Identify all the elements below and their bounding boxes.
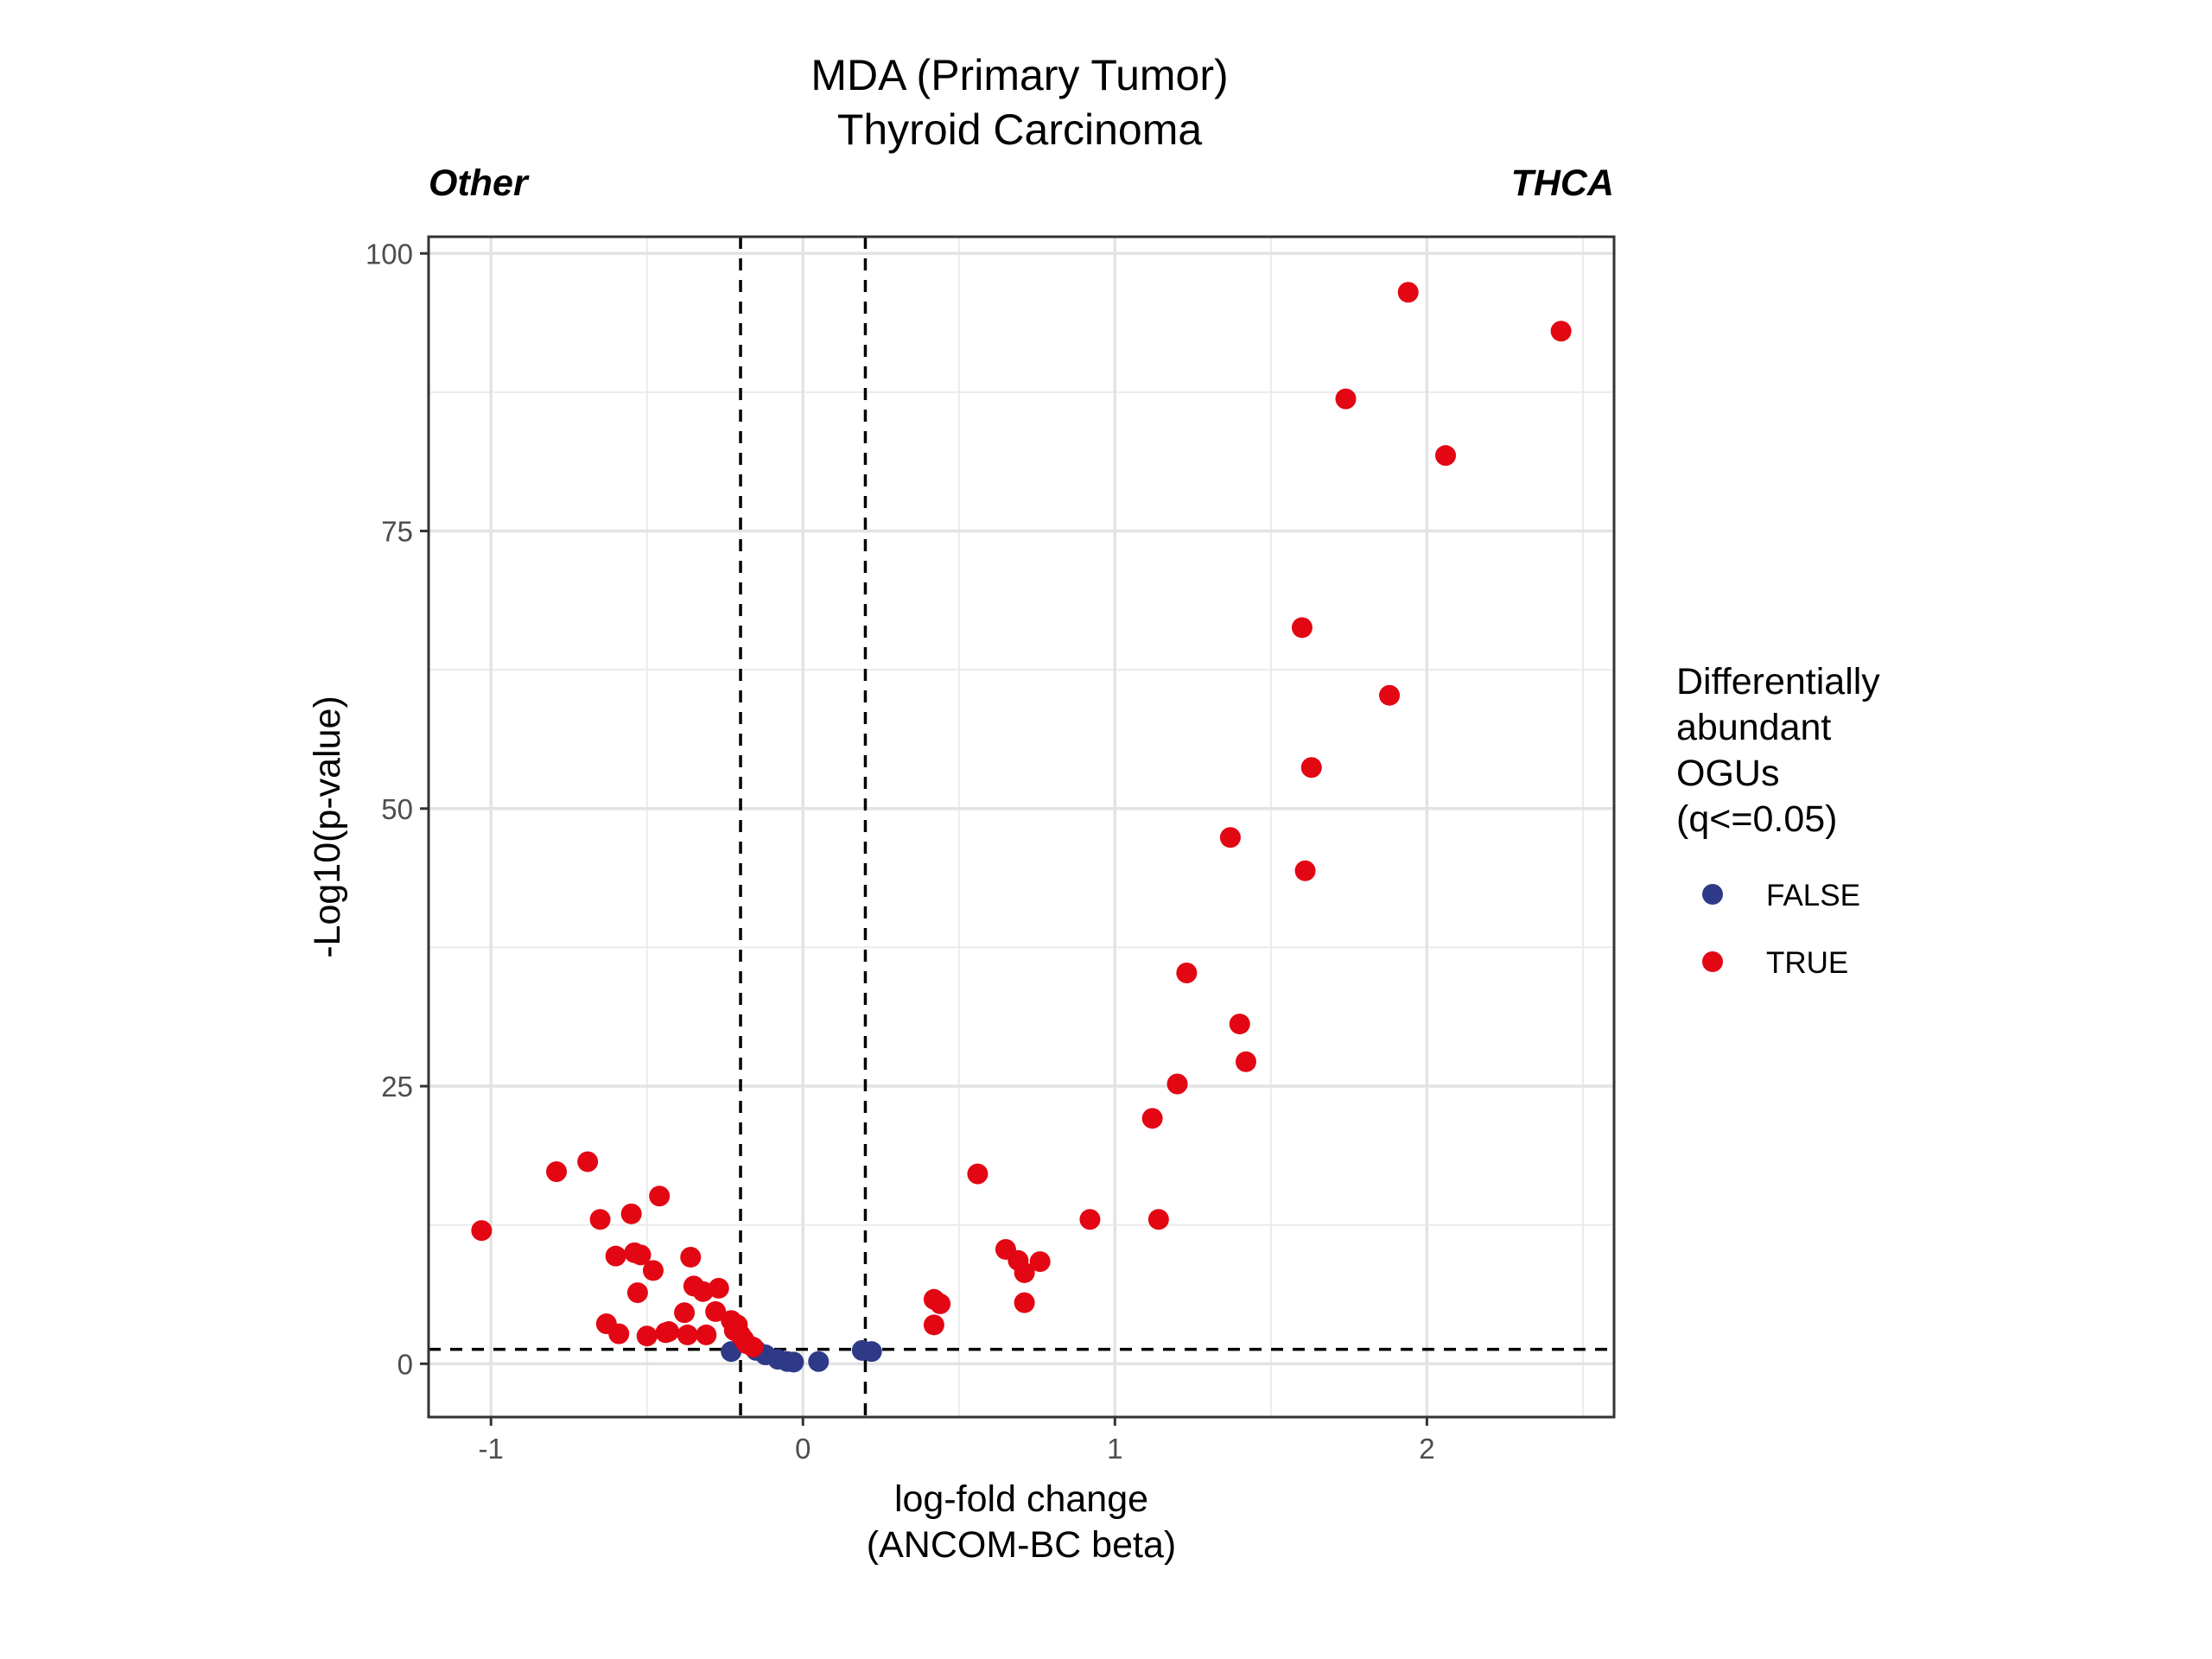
legend-title-line3: OGUs — [1676, 753, 1779, 794]
point-true-51 — [1335, 388, 1357, 410]
point-true-39 — [1029, 1251, 1051, 1273]
legend-label-false: FALSE — [1766, 879, 1860, 912]
point-false-6 — [808, 1351, 830, 1372]
point-true-42 — [1147, 1209, 1169, 1230]
point-true-45 — [1219, 827, 1241, 849]
plot-border — [427, 235, 1616, 1419]
point-true-6 — [608, 1323, 630, 1344]
point-true-23 — [708, 1277, 729, 1299]
point-true-55 — [1550, 321, 1572, 342]
point-true-20 — [692, 1281, 714, 1302]
minor-gridlines — [429, 237, 1614, 1417]
plot-panel — [429, 237, 1614, 1417]
point-true-33 — [930, 1293, 951, 1314]
point-true-53 — [1397, 282, 1419, 303]
point-true-22 — [705, 1300, 727, 1322]
point-true-12 — [642, 1260, 664, 1281]
chart-title: MDA (Primary Tumor) — [810, 51, 1228, 99]
point-true-54 — [1435, 445, 1457, 467]
x-tick-label-0: -1 — [479, 1433, 504, 1465]
x-axis: -1 0 1 2 — [479, 1417, 1435, 1465]
point-true-41 — [1141, 1108, 1163, 1129]
y-tick-label-2: 50 — [381, 793, 413, 825]
point-true-43 — [1166, 1073, 1188, 1095]
legend-title-line4: (q<=0.05) — [1676, 798, 1837, 840]
legend-title-line1: Differentially — [1676, 661, 1880, 702]
point-true-21 — [696, 1324, 717, 1345]
legend-label-true: TRUE — [1766, 946, 1848, 980]
point-true-15 — [658, 1321, 680, 1343]
x-axis-title-line2: (ANCOM-BC beta) — [867, 1524, 1176, 1566]
point-true-46 — [1229, 1014, 1250, 1035]
point-true-11 — [636, 1325, 658, 1347]
legend-title-line2: abundant — [1676, 707, 1831, 748]
point-true-5 — [605, 1245, 626, 1267]
point-true-34 — [967, 1163, 988, 1185]
point-false-8 — [861, 1341, 882, 1363]
point-true-1 — [546, 1161, 568, 1183]
x-tick-label-1: 0 — [795, 1433, 810, 1465]
x-axis-title-line1: log-fold change — [894, 1478, 1148, 1520]
y-tick-label-4: 100 — [365, 238, 413, 270]
point-true-9 — [626, 1282, 648, 1304]
point-true-38 — [1014, 1292, 1035, 1313]
legend: Differentially abundant OGUs (q<=0.05) F… — [1676, 661, 1880, 980]
chart-subtitle: Thyroid Carcinoma — [837, 105, 1203, 154]
point-true-10 — [630, 1244, 652, 1266]
point-true-18 — [680, 1246, 702, 1268]
point-true-16 — [674, 1302, 696, 1324]
point-true-48 — [1291, 617, 1313, 639]
point-true-50 — [1300, 757, 1322, 779]
point-true-37 — [1014, 1262, 1035, 1283]
legend-key-false — [1702, 884, 1723, 905]
point-false-5 — [783, 1351, 804, 1373]
point-true-7 — [620, 1203, 642, 1224]
point-true-17 — [677, 1324, 698, 1345]
point-true-47 — [1235, 1051, 1256, 1072]
point-true-44 — [1176, 962, 1198, 983]
y-tick-label-1: 25 — [381, 1071, 413, 1103]
point-true-32 — [923, 1314, 944, 1336]
y-axis: 0 25 50 75 100 — [365, 238, 429, 1380]
y-tick-label-3: 75 — [381, 516, 413, 548]
y-axis-title: -Log10(p-value) — [307, 696, 348, 958]
point-true-13 — [649, 1185, 671, 1207]
threshold-lines — [429, 237, 1614, 1417]
x-tick-label-3: 2 — [1419, 1433, 1434, 1465]
major-gridlines — [429, 237, 1614, 1417]
left-group-label: Other — [429, 162, 530, 204]
point-true-49 — [1294, 860, 1316, 881]
x-tick-label-2: 1 — [1107, 1433, 1122, 1465]
point-true-30 — [742, 1337, 764, 1358]
y-tick-label-0: 0 — [397, 1348, 413, 1380]
point-true-40 — [1079, 1209, 1101, 1230]
point-true-0 — [471, 1220, 493, 1242]
legend-key-true — [1702, 951, 1723, 972]
point-true-2 — [577, 1151, 599, 1173]
data-points — [471, 282, 1572, 1373]
point-true-52 — [1379, 684, 1401, 706]
point-true-3 — [589, 1209, 611, 1230]
right-group-label: THCA — [1511, 162, 1614, 204]
